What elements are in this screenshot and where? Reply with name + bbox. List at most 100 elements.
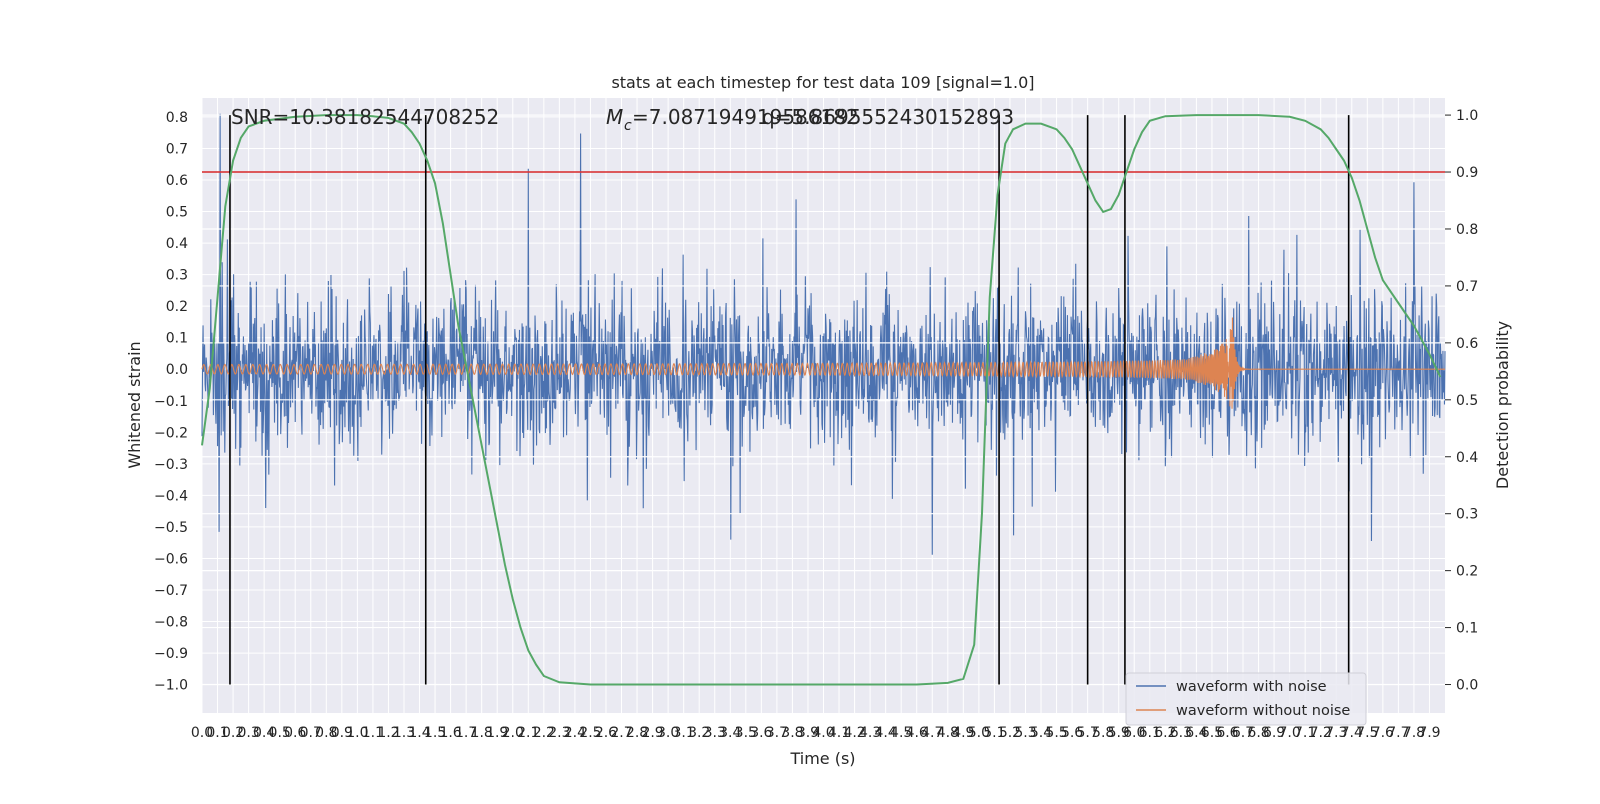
y2-tick-label-9: 0.1 (1456, 621, 1478, 637)
y-tick-label-2: 0.6 (166, 173, 188, 189)
x-tick-label-51: 5.1 (983, 725, 1005, 741)
x-tick-label-25: 2.5 (579, 725, 601, 741)
y-axis-label: Whitened strain (125, 341, 144, 468)
y-tick-label-7: 0.1 (166, 331, 188, 347)
y-axis-ticks: 0.8 0.7 0.6 0.5 0.4 0.3 0.2 0.1 0.0 −0.1 −0.2 −0.3 −… (154, 110, 188, 694)
y2-tick-label-7: 0.3 (1456, 507, 1478, 523)
x-tick-label-20: 2.0 (502, 725, 524, 741)
x-tick-label-78: 7.8 (1403, 725, 1425, 741)
y2-tick-label-8: 0.2 (1456, 564, 1478, 580)
x-tick-label-26: 2.6 (595, 725, 617, 741)
x-tick-label-75: 7.5 (1356, 725, 1378, 741)
x-tick-label-44: 4.4 (875, 725, 897, 741)
chart-title: stats at each timestep for test data 109… (611, 73, 1034, 92)
x-tick-label-70: 7.0 (1278, 725, 1300, 741)
mc-symbol: M (606, 105, 623, 129)
y-tick-label-14: −0.6 (154, 551, 188, 567)
y-tick-label-3: 0.5 (166, 205, 188, 221)
x-tick-label-64: 6.4 (1185, 725, 1207, 741)
x-tick-label-34: 3.4 (719, 725, 741, 741)
x-tick-label-69: 6.9 (1263, 725, 1285, 741)
x-tick-label-6: 0.6 (284, 725, 306, 741)
x-tick-label-54: 5.4 (1030, 725, 1052, 741)
waveform-with-noise-series (201, 113, 1446, 555)
x-axis-ticks: 0.00.10.20.30.40.50.60.70.80.91.01.11.21… (191, 725, 1441, 741)
y2-tick-label-4: 0.6 (1456, 336, 1478, 352)
x-axis-label: Time (s) (789, 749, 855, 768)
y2-tick-label-5: 0.5 (1456, 393, 1478, 409)
x-tick-label-36: 3.6 (750, 725, 772, 741)
x-tick-label-56: 5.6 (1061, 725, 1083, 741)
mc-annotation: M c =7.087194919586182 (606, 105, 859, 134)
vertical-markers (229, 115, 1350, 685)
x-tick-label-39: 3.9 (797, 725, 819, 741)
waveform-without-noise-line (201, 317, 1445, 409)
x-tick-label-22: 2.2 (533, 725, 555, 741)
x-tick-label-14: 1.4 (408, 725, 430, 741)
x-tick-label-17: 1.7 (455, 725, 477, 741)
waveform-with-noise-line (201, 113, 1446, 555)
y-tick-label-1: 0.7 (166, 141, 188, 157)
x-tick-label-52: 5.2 (999, 725, 1021, 741)
x-tick-label-40: 4.0 (812, 725, 834, 741)
x-tick-label-11: 1.1 (362, 725, 384, 741)
x-tick-label-16: 1.6 (439, 725, 461, 741)
x-tick-label-28: 2.8 (626, 725, 648, 741)
x-tick-label-72: 7.2 (1310, 725, 1332, 741)
x-tick-label-27: 2.7 (610, 725, 632, 741)
mc-subscript: c (624, 118, 632, 134)
x-tick-label-4: 0.4 (253, 725, 275, 741)
x-tick-label-62: 6.2 (1154, 725, 1176, 741)
x-tick-label-37: 3.7 (766, 725, 788, 741)
x-tick-label-1: 0.1 (206, 725, 228, 741)
x-tick-label-23: 2.3 (548, 725, 570, 741)
x-tick-label-7: 0.7 (300, 725, 322, 741)
y-tick-label-4: 0.4 (166, 236, 188, 252)
x-tick-label-30: 3.0 (657, 725, 679, 741)
y2-tick-label-3: 0.7 (1456, 279, 1478, 295)
secondary-grid (202, 114, 1445, 686)
x-tick-label-35: 3.5 (735, 725, 757, 741)
x-tick-label-32: 3.2 (688, 725, 710, 741)
x-tick-label-2: 0.2 (222, 725, 244, 741)
x-tick-label-8: 0.8 (315, 725, 337, 741)
y-tick-label-12: −0.4 (154, 488, 188, 504)
y-tick-label-5: 0.3 (166, 268, 188, 284)
x-tick-label-61: 6.1 (1139, 725, 1161, 741)
x-tick-label-0: 0.0 (191, 725, 213, 741)
legend-label-without-noise: waveform without noise (1176, 703, 1350, 719)
y2-tick-label-10: 0.0 (1456, 678, 1478, 694)
snr-annotation: SNR=10.38182544708252 (231, 105, 499, 129)
x-tick-label-19: 1.9 (486, 725, 508, 741)
x-tick-label-76: 7.6 (1372, 725, 1394, 741)
x-tick-label-47: 4.7 (921, 725, 943, 741)
x-tick-label-67: 6.7 (1232, 725, 1254, 741)
x-tick-label-9: 0.9 (331, 725, 353, 741)
x-tick-label-74: 7.4 (1341, 725, 1363, 741)
x-tick-label-71: 7.1 (1294, 725, 1316, 741)
x-tick-label-43: 4.3 (859, 725, 881, 741)
x-tick-label-41: 4.1 (828, 725, 850, 741)
y-tick-label-16: −0.8 (154, 615, 188, 631)
x-tick-label-21: 2.1 (517, 725, 539, 741)
x-tick-label-5: 0.5 (269, 725, 291, 741)
y-tick-label-15: −0.7 (154, 583, 188, 599)
mc-value: =7.087194919586182 (632, 105, 859, 129)
y2-axis-label: Detection probability (1493, 321, 1512, 489)
y2-axis-ticks: 1.0 0.9 0.8 0.7 0.6 0.5 0.4 0.3 0.2 0.1 0.0 (1445, 108, 1478, 694)
y-tick-label-10: −0.2 (154, 425, 188, 441)
x-tick-label-50: 5.0 (968, 725, 990, 741)
x-tick-label-10: 1.0 (346, 725, 368, 741)
y2-tick-label-0: 1.0 (1456, 108, 1478, 124)
x-tick-label-29: 2.9 (641, 725, 663, 741)
y-tick-label-13: −0.5 (154, 520, 188, 536)
x-tick-label-15: 1.5 (424, 725, 446, 741)
x-tick-label-60: 6.0 (1123, 725, 1145, 741)
x-tick-label-33: 3.3 (704, 725, 726, 741)
x-tick-label-45: 4.5 (890, 725, 912, 741)
x-tick-label-42: 4.2 (843, 725, 865, 741)
mass-ratio-annotation: q=5.8695552430152893 (762, 105, 1014, 129)
x-tick-label-53: 5.3 (1014, 725, 1036, 741)
x-tick-label-12: 1.2 (377, 725, 399, 741)
